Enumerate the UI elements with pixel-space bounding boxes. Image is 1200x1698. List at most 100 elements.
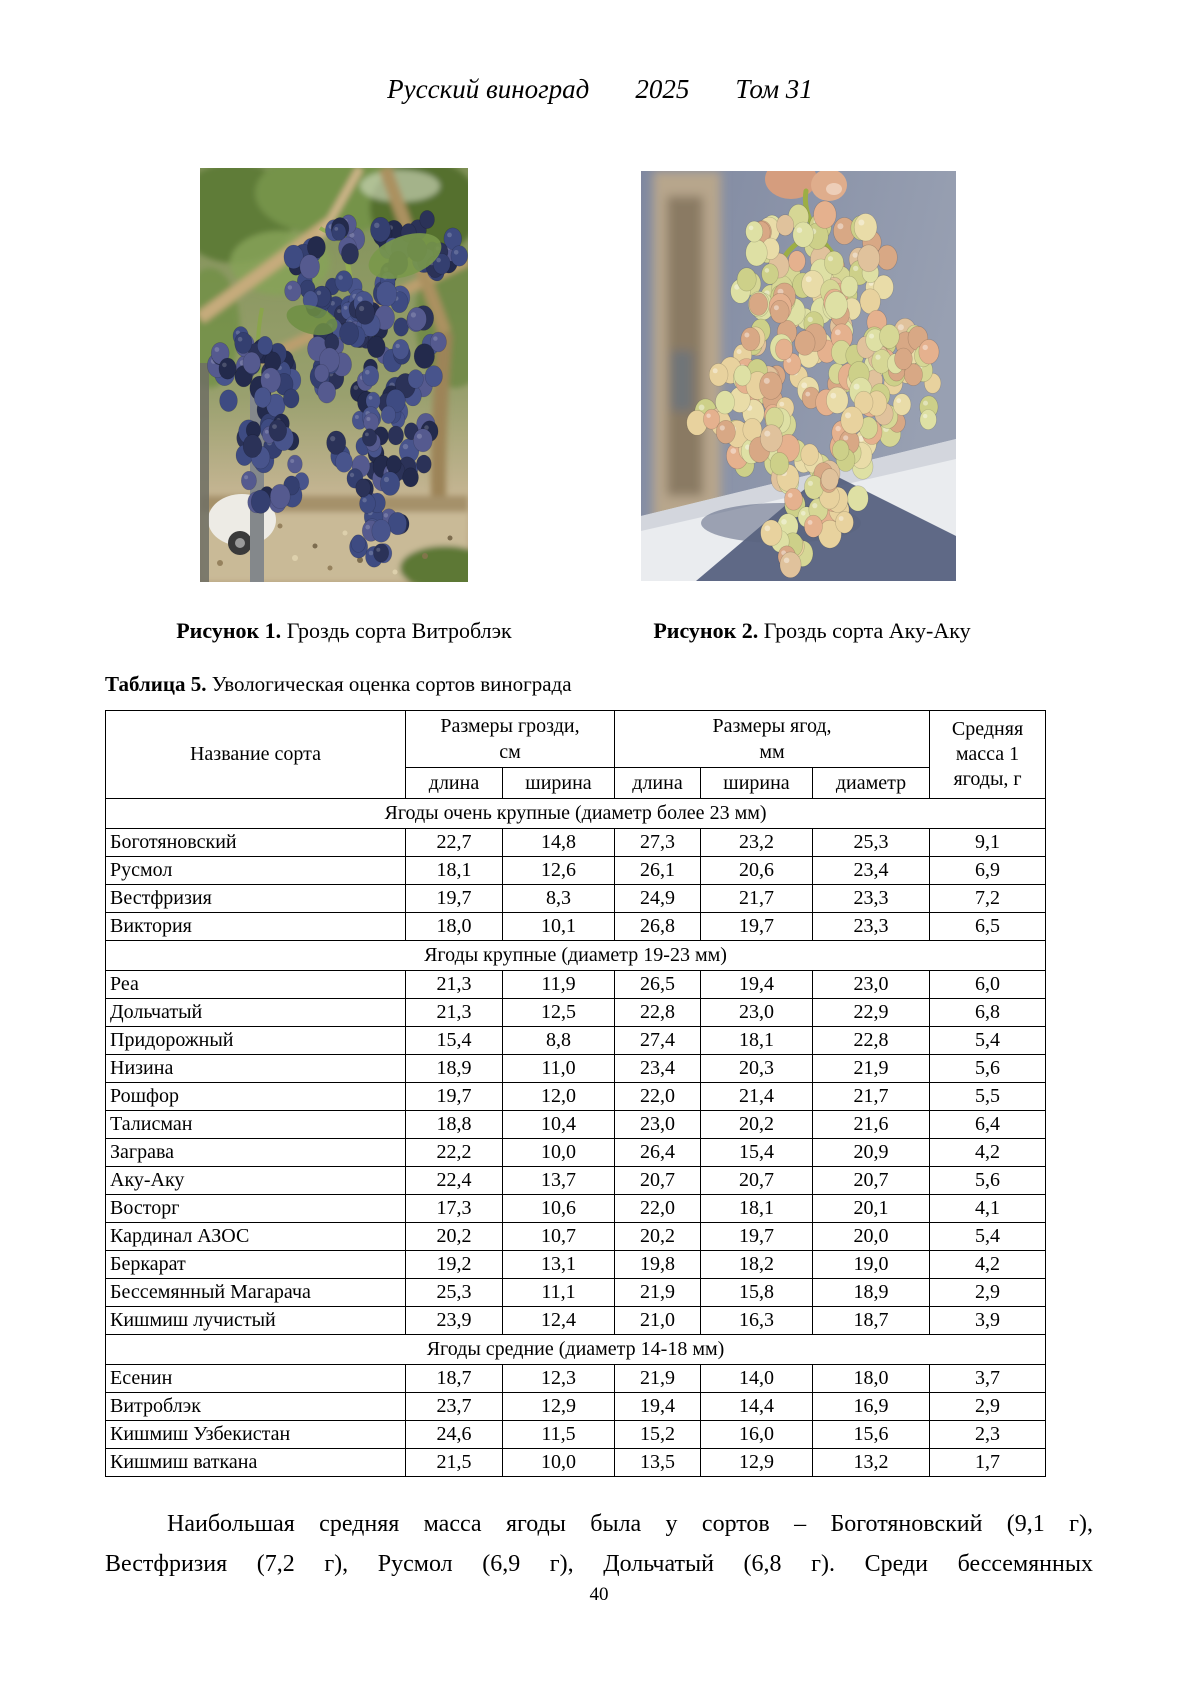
subheader-cluster-width: ширина bbox=[502, 767, 615, 799]
value-cell: 18,1 bbox=[405, 856, 503, 885]
value-cell: 20,3 bbox=[700, 1054, 813, 1083]
value-cell: 3,7 bbox=[929, 1364, 1047, 1393]
value-cell: 4,1 bbox=[929, 1194, 1047, 1223]
value-cell: 21,9 bbox=[811, 1054, 931, 1083]
figure1-label: Рисунок 1. bbox=[176, 618, 282, 643]
value-cell: 19,4 bbox=[700, 970, 813, 999]
value-cell: 23,7 bbox=[405, 1392, 503, 1421]
value-cell: 21,3 bbox=[405, 970, 503, 999]
value-cell: 11,1 bbox=[502, 1278, 615, 1307]
table-row: Русмол 18,1 12,6 26,1 20,6 23,4 6,9 bbox=[105, 856, 1047, 885]
grape-table-body: Ягоды очень крупные (диаметр более 23 мм… bbox=[104, 798, 1047, 1477]
value-cell: 23,0 bbox=[811, 970, 931, 999]
value-cell: 20,2 bbox=[405, 1222, 503, 1251]
value-cell: 4,2 bbox=[929, 1250, 1047, 1279]
value-cell: 12,9 bbox=[502, 1392, 615, 1421]
value-cell: 19,7 bbox=[405, 884, 503, 913]
value-cell: 18,7 bbox=[405, 1364, 503, 1393]
value-cell: 22,4 bbox=[405, 1166, 503, 1195]
value-cell: 15,2 bbox=[614, 1420, 701, 1449]
table-row: Вестфризия 19,7 8,3 24,9 21,7 23,3 7,2 bbox=[105, 884, 1047, 913]
table-row: Рошфор 19,7 12,0 22,0 21,4 21,7 5,5 bbox=[105, 1082, 1047, 1111]
value-cell: 7,2 bbox=[929, 884, 1047, 913]
column-header-variety: Название сорта bbox=[105, 710, 406, 799]
foreground-leaves bbox=[286, 233, 442, 336]
variety-name-cell: Придорожный bbox=[105, 1026, 406, 1055]
variety-name-cell: Восторг bbox=[105, 1194, 406, 1223]
value-cell: 9,1 bbox=[929, 828, 1047, 857]
subheader-berry-diameter: диаметр bbox=[811, 767, 931, 799]
table-row: Придорожный 15,4 8,8 27,4 18,1 22,8 5,4 bbox=[105, 1026, 1047, 1055]
value-cell: 11,0 bbox=[502, 1054, 615, 1083]
variety-name-cell: Кишмиш лучистый bbox=[105, 1306, 406, 1335]
value-cell: 17,3 bbox=[405, 1194, 503, 1223]
figure2-photo bbox=[641, 171, 956, 581]
value-cell: 22,8 bbox=[811, 1026, 931, 1055]
value-cell: 12,6 bbox=[502, 856, 615, 885]
value-cell: 12,5 bbox=[502, 998, 615, 1027]
value-cell: 12,3 bbox=[502, 1364, 615, 1393]
value-cell: 20,7 bbox=[811, 1166, 931, 1195]
value-cell: 14,0 bbox=[700, 1364, 813, 1393]
value-cell: 20,7 bbox=[700, 1166, 813, 1195]
value-cell: 15,4 bbox=[700, 1138, 813, 1167]
value-cell: 18,7 bbox=[811, 1306, 931, 1335]
uvological-evaluation-table: Название сорта Размеры грозди, см Размер… bbox=[104, 710, 1047, 1477]
value-cell: 13,7 bbox=[502, 1166, 615, 1195]
journal-year: 2025 bbox=[635, 74, 690, 104]
value-cell: 6,0 bbox=[929, 970, 1047, 999]
figure1-photo bbox=[200, 168, 468, 582]
value-cell: 20,0 bbox=[811, 1222, 931, 1251]
value-cell: 13,2 bbox=[811, 1448, 931, 1477]
value-cell: 5,6 bbox=[929, 1054, 1047, 1083]
value-cell: 1,7 bbox=[929, 1448, 1047, 1477]
figure2-caption: Рисунок 2. Гроздь сорта Аку-Аку bbox=[653, 618, 971, 643]
value-cell: 10,1 bbox=[502, 912, 615, 941]
table-row: Боготяновский 22,7 14,8 27,3 23,2 25,3 9,1 bbox=[105, 828, 1047, 857]
value-cell: 18,9 bbox=[811, 1278, 931, 1307]
subheader-berry-length: длина bbox=[614, 767, 701, 799]
value-cell: 22,2 bbox=[405, 1138, 503, 1167]
value-cell: 26,4 bbox=[614, 1138, 701, 1167]
variety-name-cell: Беркарат bbox=[105, 1250, 406, 1279]
value-cell: 11,9 bbox=[502, 970, 615, 999]
value-cell: 25,3 bbox=[405, 1278, 503, 1307]
value-cell: 18,1 bbox=[700, 1194, 813, 1223]
variety-name-cell: Боготяновский bbox=[105, 828, 406, 857]
value-cell: 19,7 bbox=[405, 1082, 503, 1111]
value-cell: 5,5 bbox=[929, 1082, 1047, 1111]
value-cell: 18,9 bbox=[405, 1054, 503, 1083]
body-paragraph: Наибольшая средняя масса ягоды была у со… bbox=[105, 1504, 1093, 1584]
table-row: Беркарат 19,2 13,1 19,8 18,2 19,0 4,2 bbox=[105, 1250, 1047, 1279]
variety-name-cell: Вестфризия bbox=[105, 884, 406, 913]
value-cell: 2,3 bbox=[929, 1420, 1047, 1449]
value-cell: 11,5 bbox=[502, 1420, 615, 1449]
value-cell: 23,2 bbox=[700, 828, 813, 857]
value-cell: 14,4 bbox=[700, 1392, 813, 1421]
value-cell: 3,9 bbox=[929, 1306, 1047, 1335]
variety-name-cell: Кишмиш Узбекистан bbox=[105, 1420, 406, 1449]
variety-name-cell: Заграва bbox=[105, 1138, 406, 1167]
variety-name-cell: Русмол bbox=[105, 856, 406, 885]
value-cell: 20,6 bbox=[700, 856, 813, 885]
value-cell: 15,4 bbox=[405, 1026, 503, 1055]
variety-name-cell: Дольчатый bbox=[105, 998, 406, 1027]
grape-cluster-aku-aku-image bbox=[641, 171, 956, 581]
value-cell: 16,3 bbox=[700, 1306, 813, 1335]
table-row: Аку-Аку 22,4 13,7 20,7 20,7 20,7 5,6 bbox=[105, 1166, 1047, 1195]
variety-name-cell: Кардинал АЗОС bbox=[105, 1222, 406, 1251]
value-cell: 16,0 bbox=[700, 1420, 813, 1449]
journal-volume: Том 31 bbox=[735, 74, 813, 104]
value-cell: 8,3 bbox=[502, 884, 615, 913]
value-cell: 22,7 bbox=[405, 828, 503, 857]
variety-name-cell: Рошфор bbox=[105, 1082, 406, 1111]
value-cell: 25,3 bbox=[811, 828, 931, 857]
value-cell: 21,5 bbox=[405, 1448, 503, 1477]
yellow-pink-grape-cluster bbox=[686, 200, 942, 578]
table-row: Кишмиш лучистый 23,9 12,4 21,0 16,3 18,7 3,9 bbox=[105, 1306, 1047, 1335]
value-cell: 14,8 bbox=[502, 828, 615, 857]
value-cell: 2,9 bbox=[929, 1278, 1047, 1307]
value-cell: 19,0 bbox=[811, 1250, 931, 1279]
value-cell: 18,0 bbox=[405, 912, 503, 941]
value-cell: 6,8 bbox=[929, 998, 1047, 1027]
